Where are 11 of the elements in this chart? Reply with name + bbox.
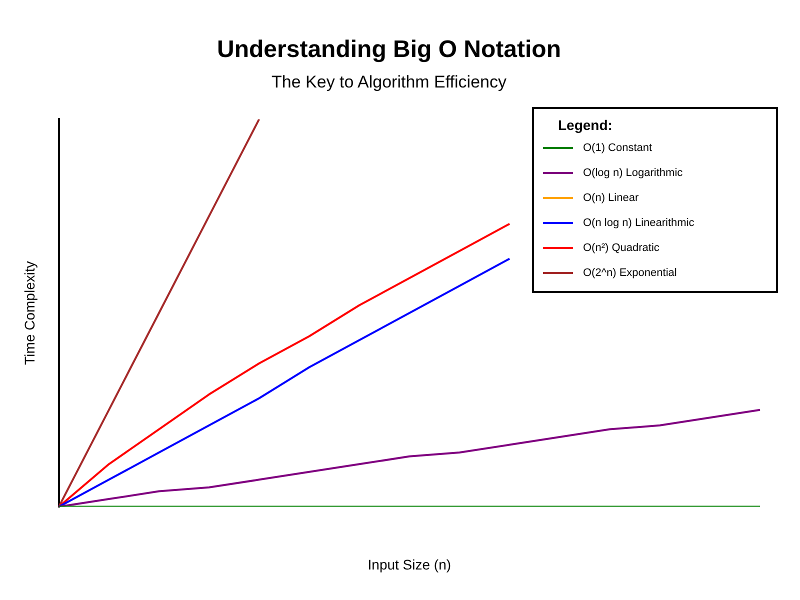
legend-label: O(n log n) Linearithmic — [583, 216, 694, 228]
legend-label: O(1) Constant — [583, 142, 652, 154]
x-axis-title: Input Size (n) — [368, 556, 452, 572]
chart-title: Understanding Big O Notation — [217, 36, 561, 64]
y-axis-title: Time Complexity — [21, 261, 38, 365]
chart-subtitle: The Key to Algorithm Efficiency — [272, 72, 507, 92]
legend-label: O(n²) Quadratic — [583, 242, 660, 254]
legend-title: Legend: — [558, 117, 614, 133]
legend-label: O(2^n) Exponential — [583, 266, 677, 278]
legend-label: O(log n) Logarithmic — [583, 166, 683, 178]
legend-label: O(n) Linear — [583, 192, 639, 204]
